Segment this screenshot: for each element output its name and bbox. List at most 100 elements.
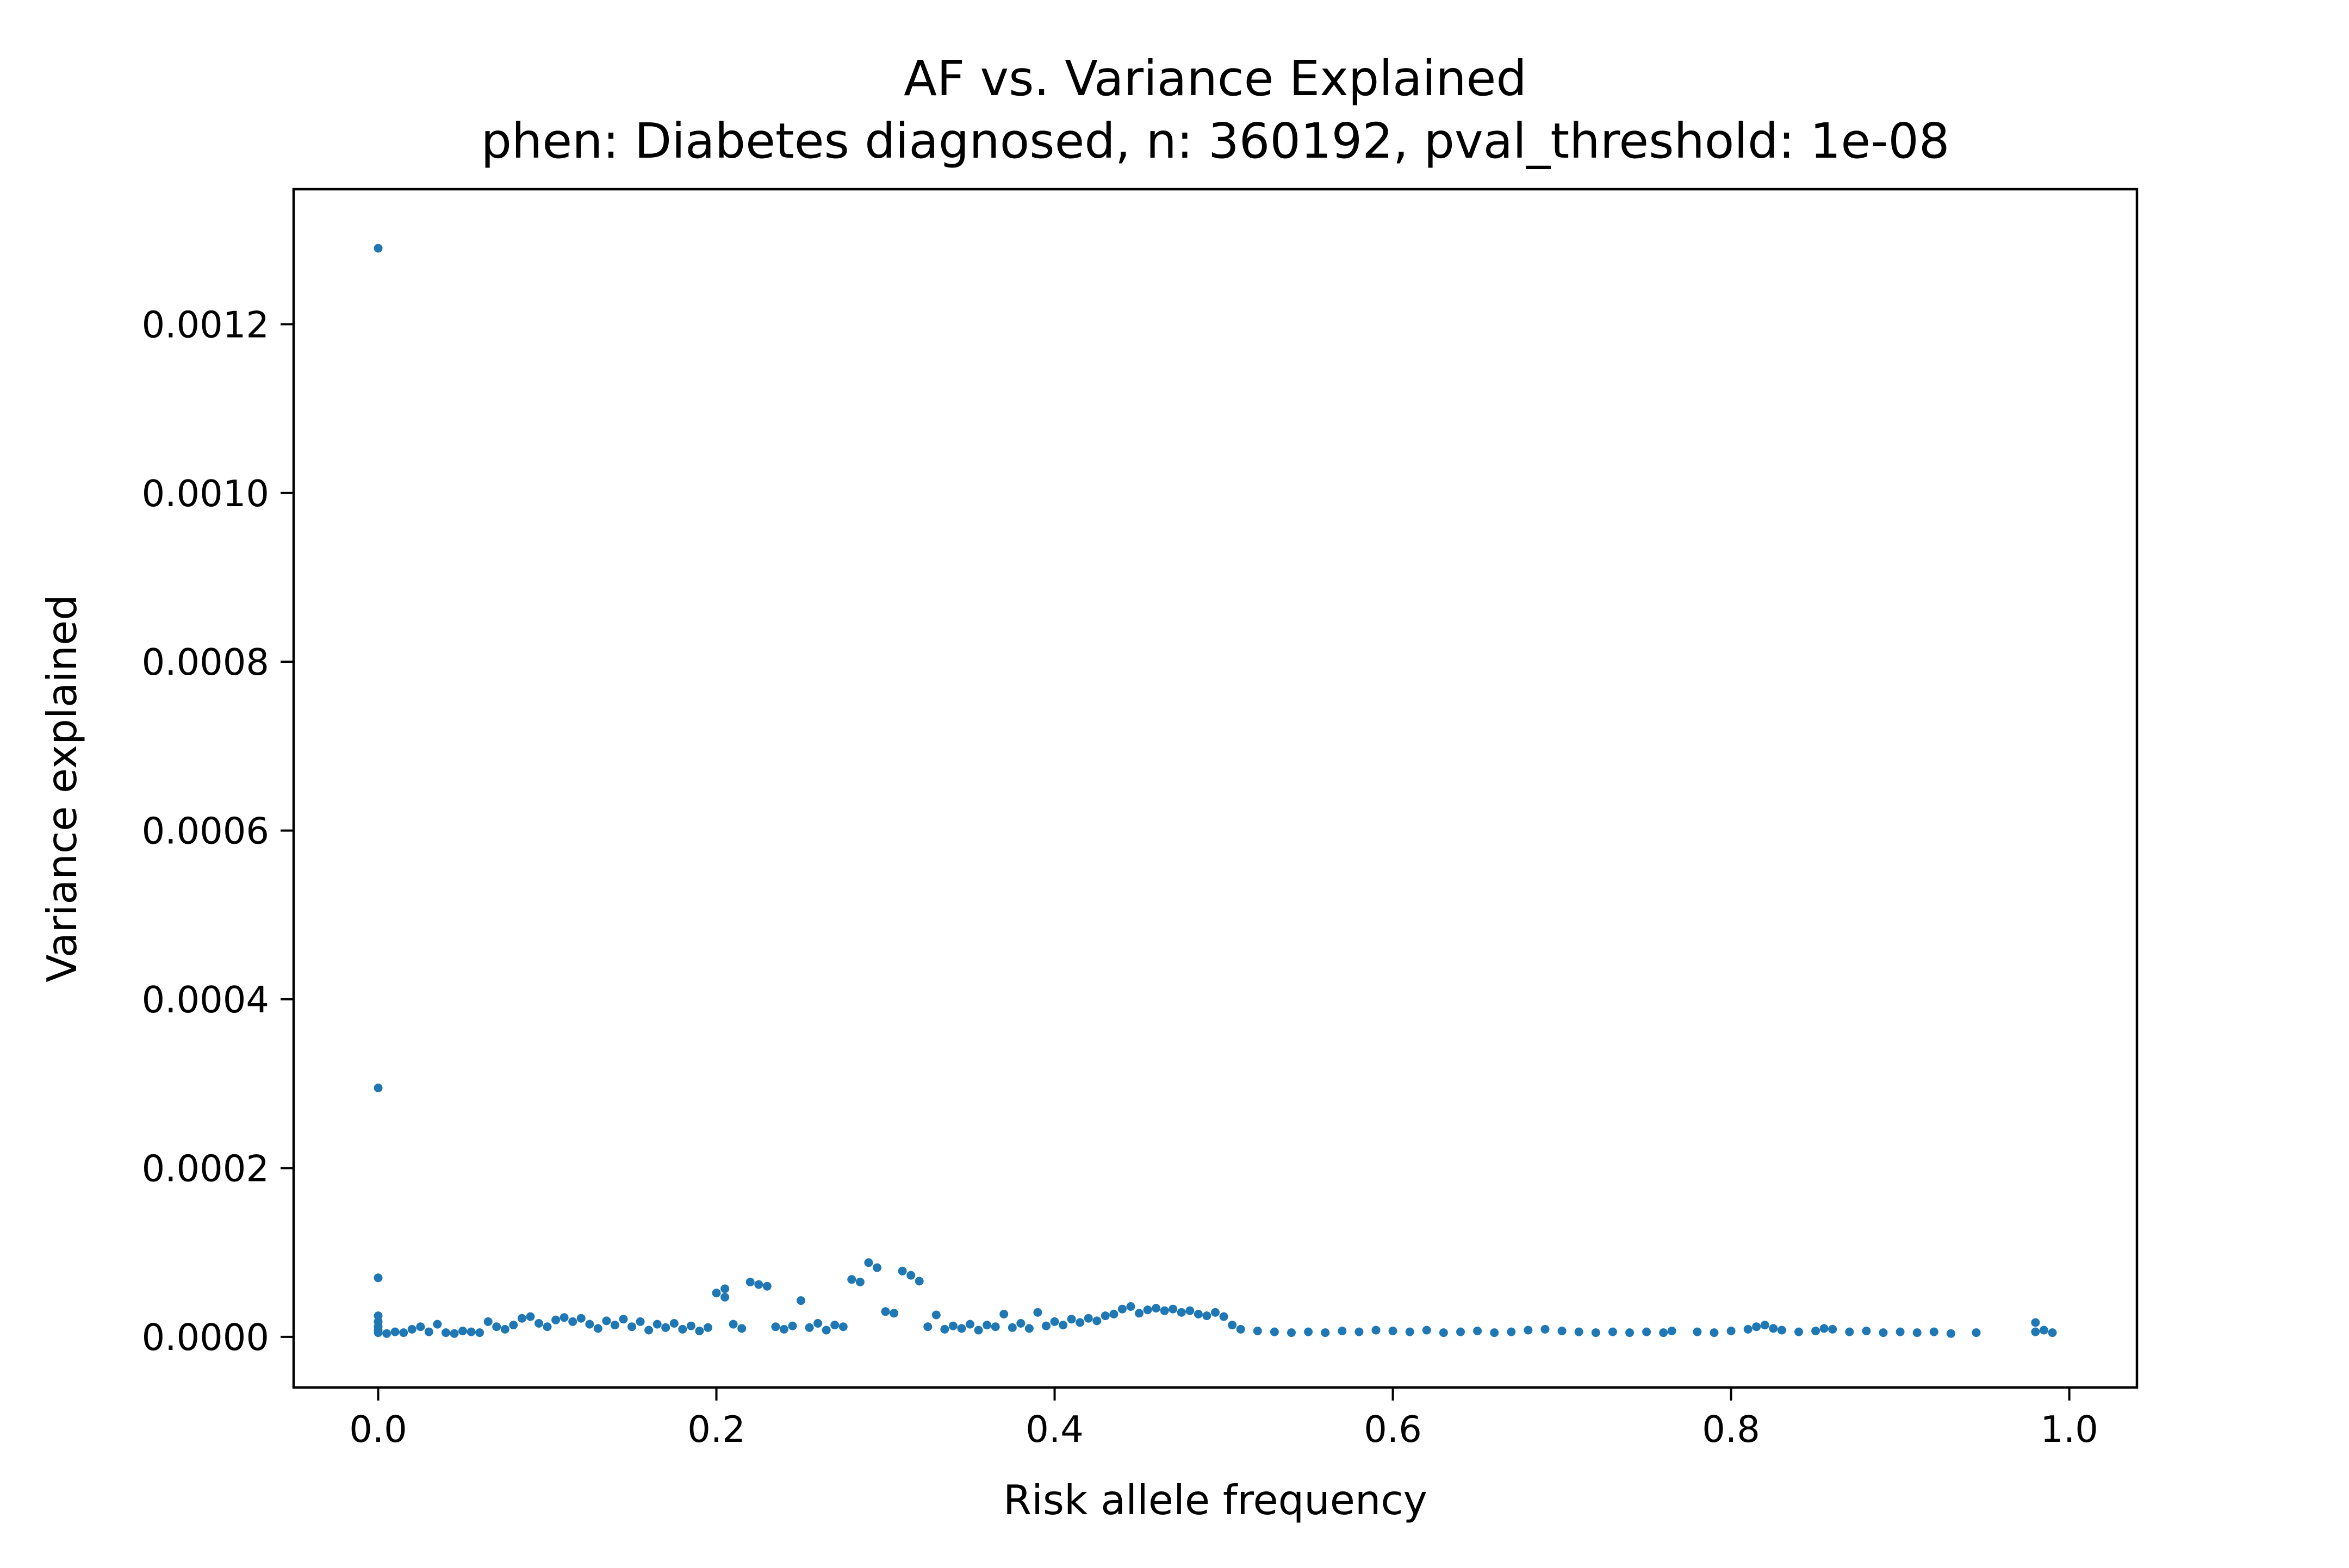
data-point [1819,1324,1829,1333]
data-point [1152,1304,1161,1313]
data-point [568,1317,577,1326]
y-tick-label: 0.0012 [142,303,269,346]
data-point [450,1329,459,1338]
data-point [805,1323,814,1332]
data-point [1507,1327,1516,1336]
data-point [881,1307,890,1316]
data-point [1109,1310,1118,1318]
data-point [1042,1321,1051,1330]
data-point [374,1084,383,1092]
data-point [864,1258,873,1267]
data-point [669,1319,679,1328]
data-point [720,1284,730,1293]
data-point [1024,1324,1034,1333]
data-point [1321,1328,1330,1337]
data-point [661,1323,670,1332]
data-point [1752,1322,1761,1331]
data-point [1608,1327,1617,1336]
data-point [441,1328,450,1337]
data-point [1710,1328,1719,1337]
data-point [627,1322,636,1331]
data-point [1642,1327,1651,1336]
y-axis-label: Variance explained [38,594,86,982]
data-point [374,1273,383,1283]
data-point [1228,1321,1237,1330]
data-point [957,1324,966,1333]
data-point [1287,1328,1296,1337]
data-point [1524,1326,1533,1335]
data-point [1076,1318,1085,1327]
data-point [458,1327,467,1335]
data-point [678,1324,687,1334]
data-point [1972,1328,1981,1337]
data-point [704,1323,712,1332]
data-point [1092,1316,1102,1326]
data-point [1016,1319,1026,1328]
data-point [374,1328,383,1337]
data-point [390,1327,400,1336]
data-point [1667,1327,1676,1335]
y-tick-label: 0.0000 [142,1316,269,1359]
data-point [483,1317,493,1326]
data-point [940,1324,949,1334]
data-point [1456,1327,1465,1336]
data-point [906,1271,916,1280]
data-point [1270,1327,1279,1336]
data-point [999,1310,1009,1318]
data-point [517,1314,526,1323]
data-point [399,1328,408,1337]
data-point [492,1322,501,1331]
data-point [1143,1305,1152,1315]
chart-title: AF vs. Variance Explained [904,50,1527,107]
data-point [695,1327,704,1335]
data-point [1126,1302,1135,1311]
data-point [560,1313,569,1322]
data-point [1185,1306,1195,1315]
data-point [855,1278,865,1286]
x-tick-label: 0.0 [349,1408,407,1451]
data-point [737,1324,747,1333]
data-point [1354,1327,1364,1336]
plot-area-frame [292,188,2139,1389]
data-point [509,1321,518,1330]
y-tick-label: 0.0002 [142,1147,269,1190]
data-point [2039,1326,2048,1335]
data-point [424,1327,433,1336]
data-point [788,1321,797,1330]
data-point [762,1281,772,1291]
data-point [1253,1327,1262,1335]
data-point [2031,1318,2040,1327]
data-point [2031,1327,2040,1336]
data-point [610,1321,619,1330]
data-point [779,1324,788,1334]
data-point [1591,1328,1600,1337]
data-point [374,244,383,253]
data-point [602,1316,611,1326]
data-point [1625,1328,1634,1337]
data-point [983,1321,992,1330]
y-tick-label: 0.0006 [142,810,269,853]
data-point [585,1320,594,1329]
data-point [720,1292,730,1302]
data-point [1008,1323,1017,1332]
data-point [1194,1310,1203,1318]
x-tick-label: 0.8 [1702,1408,1760,1451]
data-point [686,1321,695,1330]
data-point [551,1315,561,1324]
data-point [382,1329,391,1338]
data-point [1726,1327,1736,1335]
y-tick-label: 0.0008 [142,641,269,683]
data-point [2048,1328,2057,1337]
data-point [1490,1328,1499,1337]
data-point [1160,1306,1169,1315]
data-point [1794,1327,1803,1336]
data-point [1862,1327,1871,1335]
data-point [576,1314,586,1323]
data-point [1135,1309,1144,1318]
data-point [1236,1324,1245,1334]
data-point [822,1326,831,1335]
x-tick-label: 0.4 [1026,1408,1084,1451]
y-tick-label: 0.0004 [142,979,269,1021]
